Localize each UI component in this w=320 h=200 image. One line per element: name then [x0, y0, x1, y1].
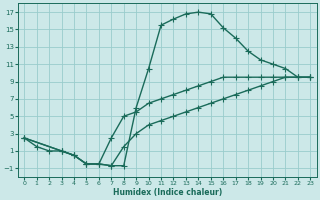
X-axis label: Humidex (Indice chaleur): Humidex (Indice chaleur)	[113, 188, 222, 197]
